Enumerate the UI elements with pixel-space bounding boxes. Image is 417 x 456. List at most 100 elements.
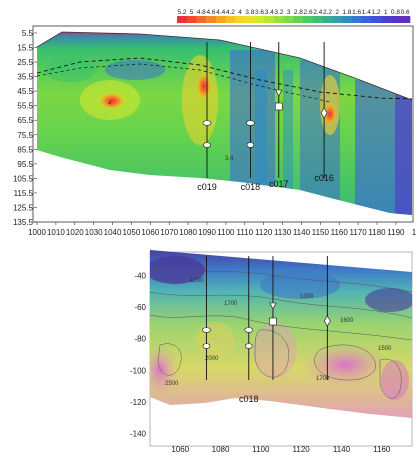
top-x-tick-label: 1040 xyxy=(104,228,122,237)
top-contour-label: 4 xyxy=(108,101,112,107)
colorbar-swatch xyxy=(380,16,391,23)
top-y-tick-label: 125.5 xyxy=(13,203,34,212)
bottom-axes: 1060 1080 1100 1120 1140 1160 -40 -60 -80 -100 -12… xyxy=(130,272,391,454)
borehole-marker xyxy=(324,315,331,327)
colorbar-swatch xyxy=(215,16,226,23)
top-y-tick-label: 95.5 xyxy=(17,160,33,169)
bottom-x-tick-label: 1100 xyxy=(252,445,270,454)
top-x-tick-label: 1070 xyxy=(160,228,178,237)
bottom-contour-labels: 1700 1200 1300 1600 2000 2500 1500 1700 xyxy=(165,278,392,387)
top-x-tick-label: 1110 xyxy=(236,228,253,237)
borehole-marker xyxy=(202,343,211,349)
colorbar-tick-label: 2.6 xyxy=(304,9,313,16)
colorbar-swatch xyxy=(225,16,236,23)
top-y-tick-label: 55.5 xyxy=(17,102,33,111)
borehole-label: c016 xyxy=(314,173,334,183)
colorbar-tick-label: 4.8 xyxy=(197,9,206,16)
borehole-marker xyxy=(244,327,254,333)
borehole-label: c018 xyxy=(239,394,259,404)
top-y-tick-label: 115.5 xyxy=(14,189,34,198)
colorbar-tick-label: 2.8 xyxy=(294,9,303,16)
colorbar-tick-label: 4.4 xyxy=(216,9,225,16)
top-x-tick-label: 1100 xyxy=(217,228,235,237)
contour-label: 1700 xyxy=(316,376,330,382)
contour-label: 2500 xyxy=(165,381,179,387)
bottom-x-tick-label: 1060 xyxy=(171,445,189,454)
top-x-tick-label: 1170 xyxy=(350,228,368,237)
bottom-y-tick-label: -80 xyxy=(134,335,146,344)
colorbar-tick-label: 3.2 xyxy=(274,9,283,16)
top-y-tick-label: 105.5 xyxy=(13,174,34,183)
contour-label: 1500 xyxy=(378,346,392,352)
top-x-tick-label: 1010 xyxy=(47,228,65,237)
colorbar-tick-label: 5 xyxy=(190,9,194,16)
top-y-tick-label: 135.5 xyxy=(13,218,34,227)
colorbar-tick-label: 3.4 xyxy=(265,9,274,16)
colorbar-swatch xyxy=(206,16,217,23)
colorbar-tick-label: 1.6 xyxy=(352,9,361,16)
top-x-tick-label: 1060 xyxy=(141,228,159,237)
borehole-marker xyxy=(246,142,255,148)
colorbar-swatch xyxy=(351,16,362,23)
colorbar-tick-label: 4.2 xyxy=(226,9,235,16)
contour-label: 1200 xyxy=(190,278,204,284)
bottom-interpolated-section: 1700 1200 1300 1600 2000 2500 1500 1700 … xyxy=(130,250,413,454)
top-y-tick-label: 25.5 xyxy=(17,58,33,67)
bottom-y-tick-label: -140 xyxy=(130,429,147,438)
borehole-marker xyxy=(320,107,328,119)
colorbar-swatch xyxy=(361,16,372,23)
colorbar-tick-label: 3.8 xyxy=(245,9,254,16)
bottom-y-tick-label: -120 xyxy=(130,398,147,407)
top-colorbar: 5.2 5 4.8 4.6 4.4 4.2 4 3.8 3.6 3.4 3.2 3 2.8 2.6 2.4 2… xyxy=(177,9,411,23)
bottom-boreholes: c018 xyxy=(202,256,331,404)
borehole-label: c018 xyxy=(241,182,261,192)
colorbar-tick-label: 4 xyxy=(238,9,242,16)
colorbar-swatch xyxy=(390,16,401,23)
colorbar-tick-label: 0.6 xyxy=(401,9,410,16)
top-x-tick-label: 1020 xyxy=(66,228,84,237)
colorbar-swatch xyxy=(293,16,304,23)
colorbar-tick-label: 1 xyxy=(384,9,388,16)
top-boreholes: c019 c018 c017 c016 xyxy=(197,42,334,192)
top-x-tick-label: 1150 xyxy=(312,228,330,237)
colorbar-swatch xyxy=(332,16,343,23)
colorbar-tick-label: 1.8 xyxy=(342,9,351,16)
colorbar-swatch xyxy=(186,16,197,23)
top-x-tick-label: 1120 xyxy=(255,228,273,237)
colorbar-swatch xyxy=(283,16,294,23)
top-dashed-horizon-2 xyxy=(36,63,331,103)
bottom-y-tick-label: -100 xyxy=(130,366,147,375)
borehole-marker xyxy=(246,120,255,126)
top-x-tick-label: 1130 xyxy=(274,228,292,237)
colorbar-tick-label: 1.4 xyxy=(362,9,371,16)
contour-label: 1700 xyxy=(224,301,238,307)
borehole-marker xyxy=(202,120,212,126)
top-y-tick-label: 15.5 xyxy=(17,44,33,53)
top-contour-label: 3.4 xyxy=(225,156,234,162)
top-resistivity-section: 4 3.4 5.2 5 4.8 4.6 4.4 4.2 4 3.8 3.6 3.4 3.2 3 2.8 2… xyxy=(13,9,417,237)
top-y-tick-label: 75.5 xyxy=(17,131,33,140)
colorbar-swatch xyxy=(177,16,188,23)
borehole-marker xyxy=(244,343,253,349)
top-y-tick-label: 65.5 xyxy=(17,116,33,125)
colorbar-swatch xyxy=(274,16,285,23)
top-x-tick-label: 1140 xyxy=(293,228,311,237)
contour-label: 2000 xyxy=(205,356,219,362)
colorbar-swatch xyxy=(371,16,382,23)
colorbar-tick-label: 1.2 xyxy=(371,9,380,16)
contour-label: 1300 xyxy=(300,294,314,300)
colorbar-swatch xyxy=(322,16,333,23)
top-y-tick-label: 5.5 xyxy=(22,29,34,38)
borehole-marker xyxy=(274,102,283,111)
colorbar-swatch xyxy=(312,16,323,23)
top-x-tick-label: 1160 xyxy=(331,228,349,237)
bottom-x-tick-label: 1160 xyxy=(373,445,391,454)
top-y-tick-label: 85.5 xyxy=(17,145,33,154)
borehole-label: c019 xyxy=(197,182,217,192)
top-axes: 1000 1010 1020 1030 1040 1050 1060 1070 1080 1090… xyxy=(13,29,417,237)
colorbar-swatch xyxy=(400,16,411,23)
colorbar-tick-label: 3 xyxy=(287,9,291,16)
bottom-x-tick-label: 1120 xyxy=(293,445,311,454)
top-y-tick-label: 45.5 xyxy=(17,87,33,96)
colorbar-tick-label: 5.2 xyxy=(177,9,186,16)
